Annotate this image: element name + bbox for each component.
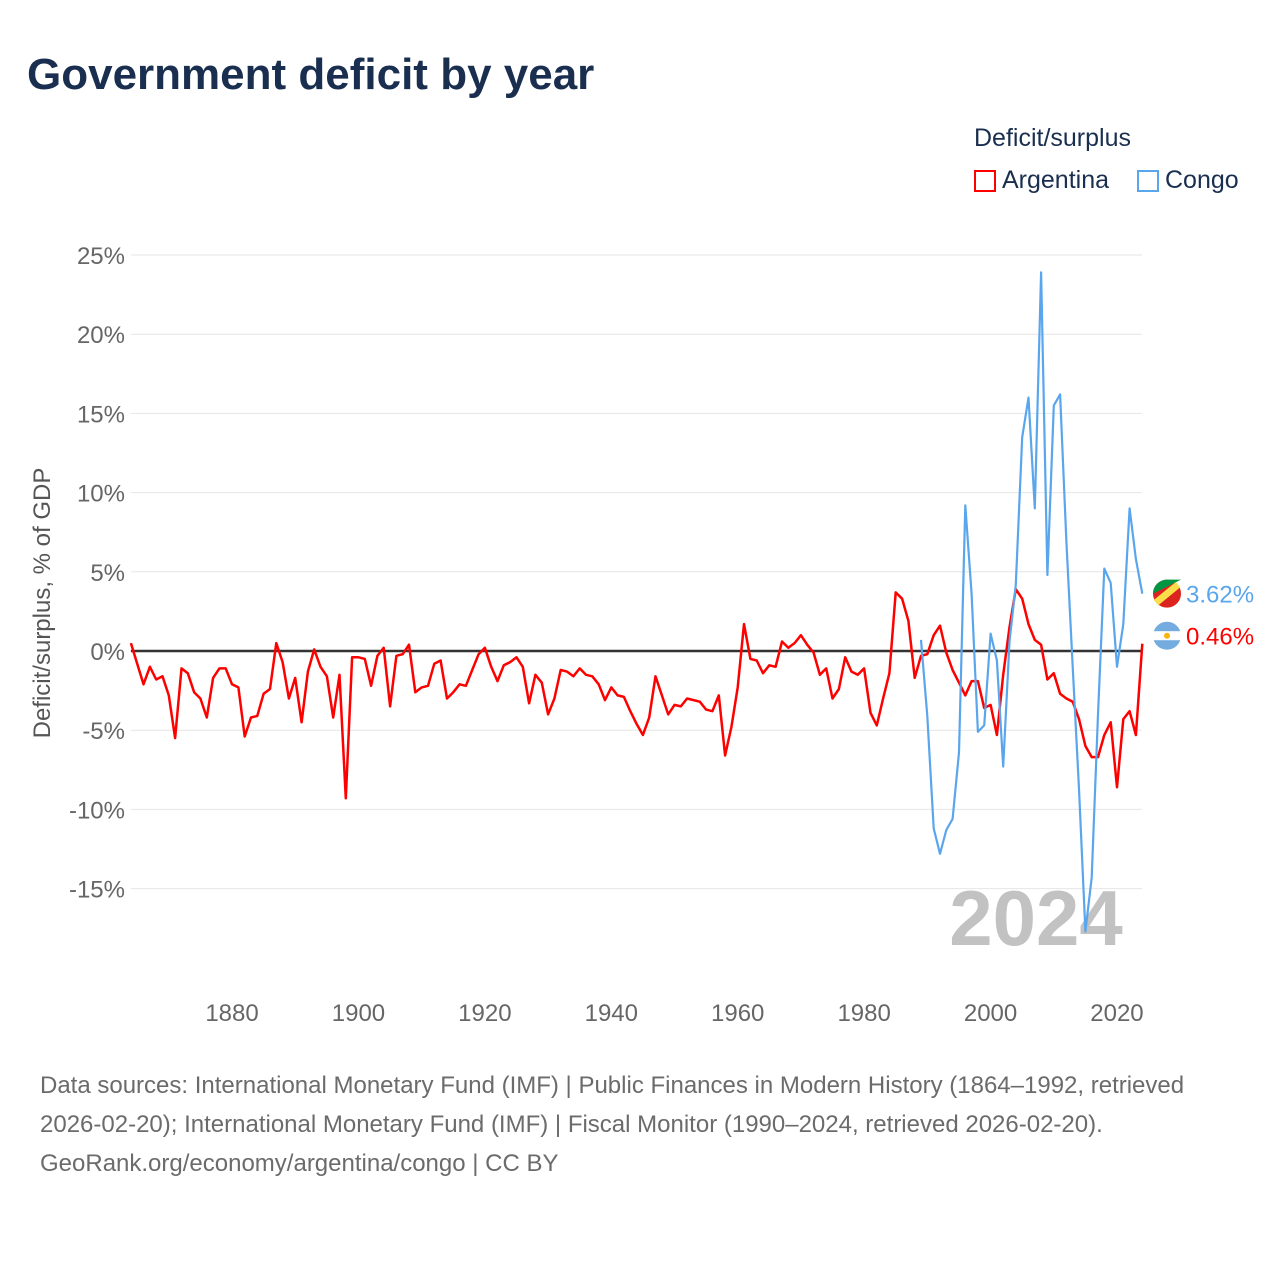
legend-title: Deficit/surplus (974, 124, 1131, 152)
x-tick-label: 1980 (837, 1000, 890, 1027)
y-tick-label: -10% (69, 797, 125, 824)
y-tick-label: 20% (77, 322, 125, 349)
x-tick-label: 2000 (964, 1000, 1017, 1027)
x-tick-label: 1940 (585, 1000, 638, 1027)
legend-swatch-congo (1137, 169, 1159, 192)
flag-icon-argentina (1153, 621, 1181, 650)
x-tick-label: 1960 (711, 1000, 764, 1027)
y-tick-label: -5% (82, 718, 125, 745)
end-label-congo: 3.62% (1186, 582, 1254, 609)
y-tick-label: -15% (69, 877, 125, 904)
footer: Data sources: International Monetary Fun… (40, 1066, 1240, 1183)
year-watermark: 2024 (949, 874, 1123, 962)
data-sources: Data sources: International Monetary Fun… (40, 1072, 1185, 1138)
series-line-congo (919, 271, 1144, 933)
flag-part (1153, 581, 1181, 606)
credit-link[interactable]: GeoRank.org/economy/argentina/congo | CC… (40, 1150, 559, 1177)
y-tick-label: 5% (90, 560, 125, 587)
end-label-argentina: 0.46% (1186, 624, 1254, 651)
x-tick-label: 1880 (205, 1000, 258, 1027)
chart-title: Government deficit by year (27, 50, 595, 99)
line-chart: 25% 20% 15% 10% 5% 0% -5% -10% -15% 1880 1900 1920… (29, 243, 1254, 1027)
x-tick-label: 2020 (1090, 1000, 1143, 1027)
legend-item-argentina[interactable]: Argentina (974, 166, 1109, 195)
legend-label-argentina: Argentina (1002, 166, 1110, 194)
y-tick-label: 10% (77, 481, 125, 508)
y-axis-label: Deficit/surplus, % of GDP (29, 468, 56, 739)
y-tick-label: 25% (77, 243, 125, 270)
flag-part (1153, 579, 1181, 594)
legend-swatch-argentina (974, 169, 996, 192)
x-tick-label: 1900 (332, 1000, 385, 1027)
flag-icon-congo (1153, 579, 1181, 608)
legend-label-congo: Congo (1165, 166, 1239, 194)
flag-part (1164, 632, 1170, 639)
y-tick-label: 15% (77, 401, 125, 428)
legend-item-congo[interactable]: Congo (1137, 166, 1239, 195)
y-tick-label: 0% (90, 639, 125, 666)
series-line-argentina (129, 587, 1144, 800)
x-tick-label: 1920 (458, 1000, 511, 1027)
